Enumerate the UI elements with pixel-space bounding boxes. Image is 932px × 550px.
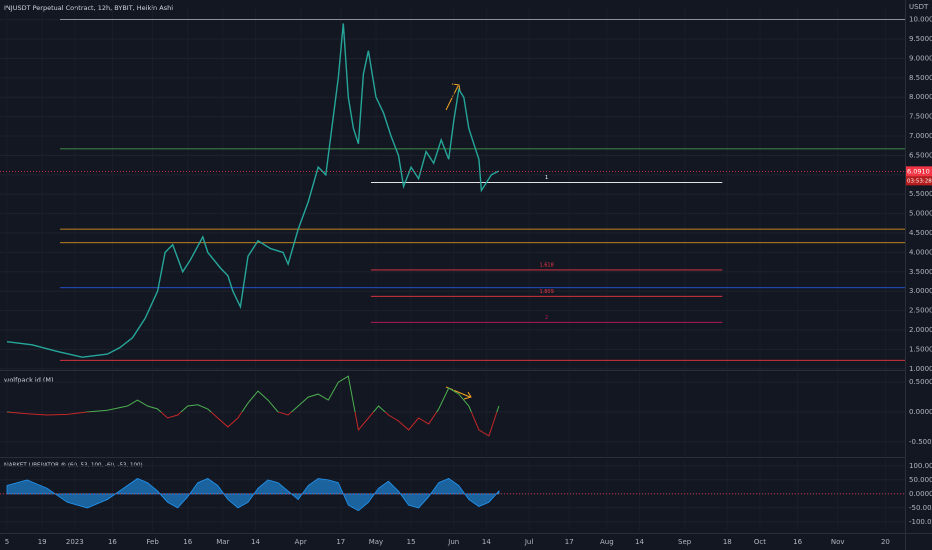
indicator-title: wolfpack id (M)	[4, 376, 54, 384]
y-tick-label: 5.5000	[909, 190, 932, 198]
y-tick-label: 3.5000	[909, 268, 932, 276]
y-tick-label: 10.0000	[909, 16, 932, 24]
x-tick-label: 16	[793, 538, 802, 546]
x-tick-label: May	[369, 538, 383, 546]
countdown-badge	[906, 176, 932, 186]
y-tick-label: 2.5000	[909, 307, 932, 315]
x-tick-label: 20	[881, 538, 890, 546]
y-tick-label: 2.0000	[909, 326, 932, 334]
countdown-label: 03:53:28	[907, 178, 932, 184]
price-line	[6, 23, 500, 358]
x-tick-label: Jul	[524, 538, 534, 546]
y-tick-label: 7.5000	[909, 113, 932, 121]
oscillator-line	[6, 375, 500, 413]
x-tick-label: 16	[108, 538, 117, 546]
fib-label: 1.618	[539, 262, 553, 268]
indicator-title: MARKET LIBERATOR ® (60, 53, 100, -60, -5…	[4, 462, 143, 469]
fib-label: 1	[545, 175, 548, 181]
y-tick-label: 8.5000	[909, 74, 932, 82]
oscillator-line	[6, 412, 498, 437]
annotation-arrow	[445, 83, 461, 111]
fib-label: 1.809	[539, 289, 553, 295]
x-tick-label: 2023	[66, 538, 84, 546]
y-tick-label: -100.0000	[909, 518, 932, 526]
x-tick-label: Feb	[146, 538, 159, 546]
currency: USDT	[909, 3, 929, 11]
price-label: 6.0910	[907, 167, 930, 175]
y-tick-label: 9.0000	[909, 54, 932, 62]
x-tick-label: 14	[251, 538, 260, 546]
x-tick-label: Sep	[678, 538, 692, 546]
x-tick-label: 14	[482, 538, 491, 546]
price-badge	[906, 166, 932, 177]
y-tick-label: 3.0000	[909, 287, 932, 295]
x-tick-label: Aug	[600, 538, 614, 546]
fib-label: 2	[545, 315, 548, 321]
y-tick-label: 0.0000	[909, 490, 932, 498]
x-tick-label: 17	[565, 538, 574, 546]
x-tick-label: Apr	[295, 538, 307, 546]
x-tick-label: Mar	[216, 538, 229, 546]
y-tick-label: -0.5000	[909, 438, 932, 446]
x-tick-label: Oct	[754, 538, 766, 546]
x-tick-label: 15	[407, 538, 416, 546]
y-tick-label: 1.5000	[909, 345, 932, 353]
oscillator-area	[6, 478, 500, 512]
y-tick-label: 9.5000	[909, 35, 932, 43]
x-tick-label: Nov	[831, 538, 845, 546]
y-tick-label: 0.5000	[909, 378, 932, 386]
y-tick-label: 5.0000	[909, 210, 932, 218]
y-tick-label: 8.0000	[909, 93, 932, 101]
y-tick-label: 100.0000	[909, 462, 932, 470]
chart-title: INJUSDT Perpetual Contract, 12h, BYBIT, …	[4, 4, 173, 12]
x-tick-label: 19	[38, 538, 47, 546]
y-tick-label: -50.0000	[909, 504, 932, 512]
x-tick-label: Jun	[447, 538, 459, 546]
y-tick-label: 4.5000	[909, 229, 932, 237]
y-tick-label: 4.0000	[909, 248, 932, 256]
y-tick-label: 7.0000	[909, 132, 932, 140]
x-tick-label: 16	[183, 538, 192, 546]
y-tick-label: 50.0000	[909, 476, 932, 484]
x-tick-label: 5	[5, 538, 9, 546]
x-tick-label: 17	[336, 538, 345, 546]
y-tick-label: 6.5000	[909, 151, 932, 159]
y-tick-label: 1.0000	[909, 365, 932, 373]
x-tick-label: 18	[723, 538, 732, 546]
x-tick-label: 14	[635, 538, 644, 546]
y-tick-label: 0.0000	[909, 408, 932, 416]
